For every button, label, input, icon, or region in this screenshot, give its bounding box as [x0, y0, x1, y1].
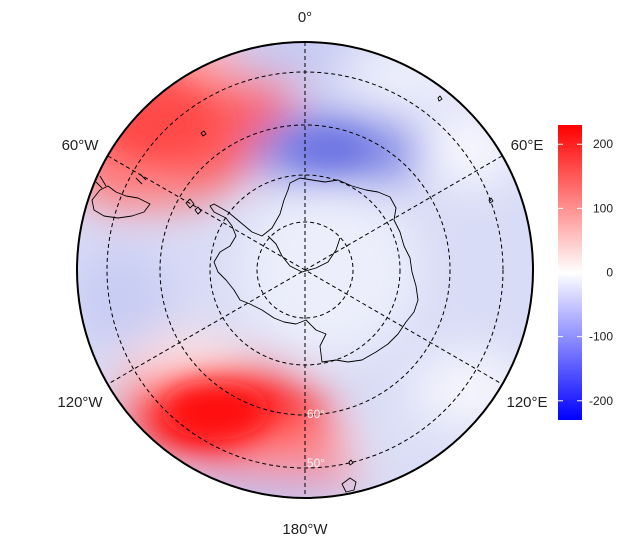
map-boundary — [76, 41, 534, 499]
antarctica-coastline — [209, 177, 419, 363]
falkland-islands — [185, 198, 202, 215]
lat-circle-80 — [256, 221, 354, 319]
lon-label-upper-right: 60°E — [511, 137, 544, 154]
colorbar-tick-label: 0 — [606, 266, 613, 280]
colorbar-tick-label: 200 — [593, 137, 613, 151]
small-islands — [200, 95, 494, 466]
south-america-tip — [91, 185, 151, 219]
colorbar-ticks: 200 100 0 -100 -200 — [558, 137, 613, 408]
meridian-60e-120w — [107, 155, 503, 385]
anomaly-field — [77, 42, 533, 498]
lon-label-bottom: 180°W — [282, 521, 328, 538]
lon-label-lower-left: 120°W — [57, 394, 103, 411]
lat-label-60: 60° — [307, 407, 325, 421]
lon-label-lower-right: 120°E — [506, 394, 547, 411]
lon-label-upper-left: 60°W — [62, 137, 100, 154]
south-america-coast — [95, 173, 147, 189]
lat-label-50: 50° — [307, 456, 325, 470]
lon-label-top: 0° — [298, 9, 312, 26]
new-zealand-south — [341, 477, 357, 493]
colorbar-tick-label: 100 — [593, 201, 613, 215]
colorbar-tick-label: -200 — [589, 394, 613, 408]
ross-sea-coast — [267, 235, 341, 273]
coastlines — [91, 95, 494, 493]
graticule-lines — [106, 42, 504, 498]
colorbar-tick-label: -100 — [589, 330, 613, 344]
colorbar: 200 100 0 -100 -200 — [558, 125, 613, 420]
